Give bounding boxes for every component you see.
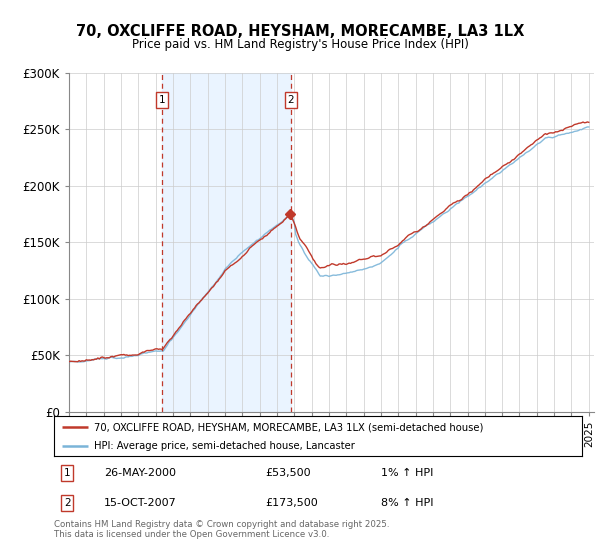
Text: 70, OXCLIFFE ROAD, HEYSHAM, MORECAMBE, LA3 1LX (semi-detached house): 70, OXCLIFFE ROAD, HEYSHAM, MORECAMBE, L… bbox=[94, 422, 483, 432]
Text: 70, OXCLIFFE ROAD, HEYSHAM, MORECAMBE, LA3 1LX: 70, OXCLIFFE ROAD, HEYSHAM, MORECAMBE, L… bbox=[76, 24, 524, 39]
Text: £53,500: £53,500 bbox=[265, 468, 311, 478]
Bar bbox=[162, 73, 290, 412]
Text: 2: 2 bbox=[287, 95, 294, 105]
Text: 1: 1 bbox=[64, 468, 71, 478]
Text: 2: 2 bbox=[64, 498, 71, 508]
Text: 8% ↑ HPI: 8% ↑ HPI bbox=[382, 498, 434, 508]
Text: 26-MAY-2000: 26-MAY-2000 bbox=[104, 468, 176, 478]
Text: HPI: Average price, semi-detached house, Lancaster: HPI: Average price, semi-detached house,… bbox=[94, 441, 355, 451]
Text: Price paid vs. HM Land Registry's House Price Index (HPI): Price paid vs. HM Land Registry's House … bbox=[131, 38, 469, 51]
Text: Contains HM Land Registry data © Crown copyright and database right 2025.
This d: Contains HM Land Registry data © Crown c… bbox=[54, 520, 389, 539]
Text: 1% ↑ HPI: 1% ↑ HPI bbox=[382, 468, 434, 478]
Text: 15-OCT-2007: 15-OCT-2007 bbox=[104, 498, 177, 508]
Text: £173,500: £173,500 bbox=[265, 498, 318, 508]
Text: 1: 1 bbox=[159, 95, 166, 105]
